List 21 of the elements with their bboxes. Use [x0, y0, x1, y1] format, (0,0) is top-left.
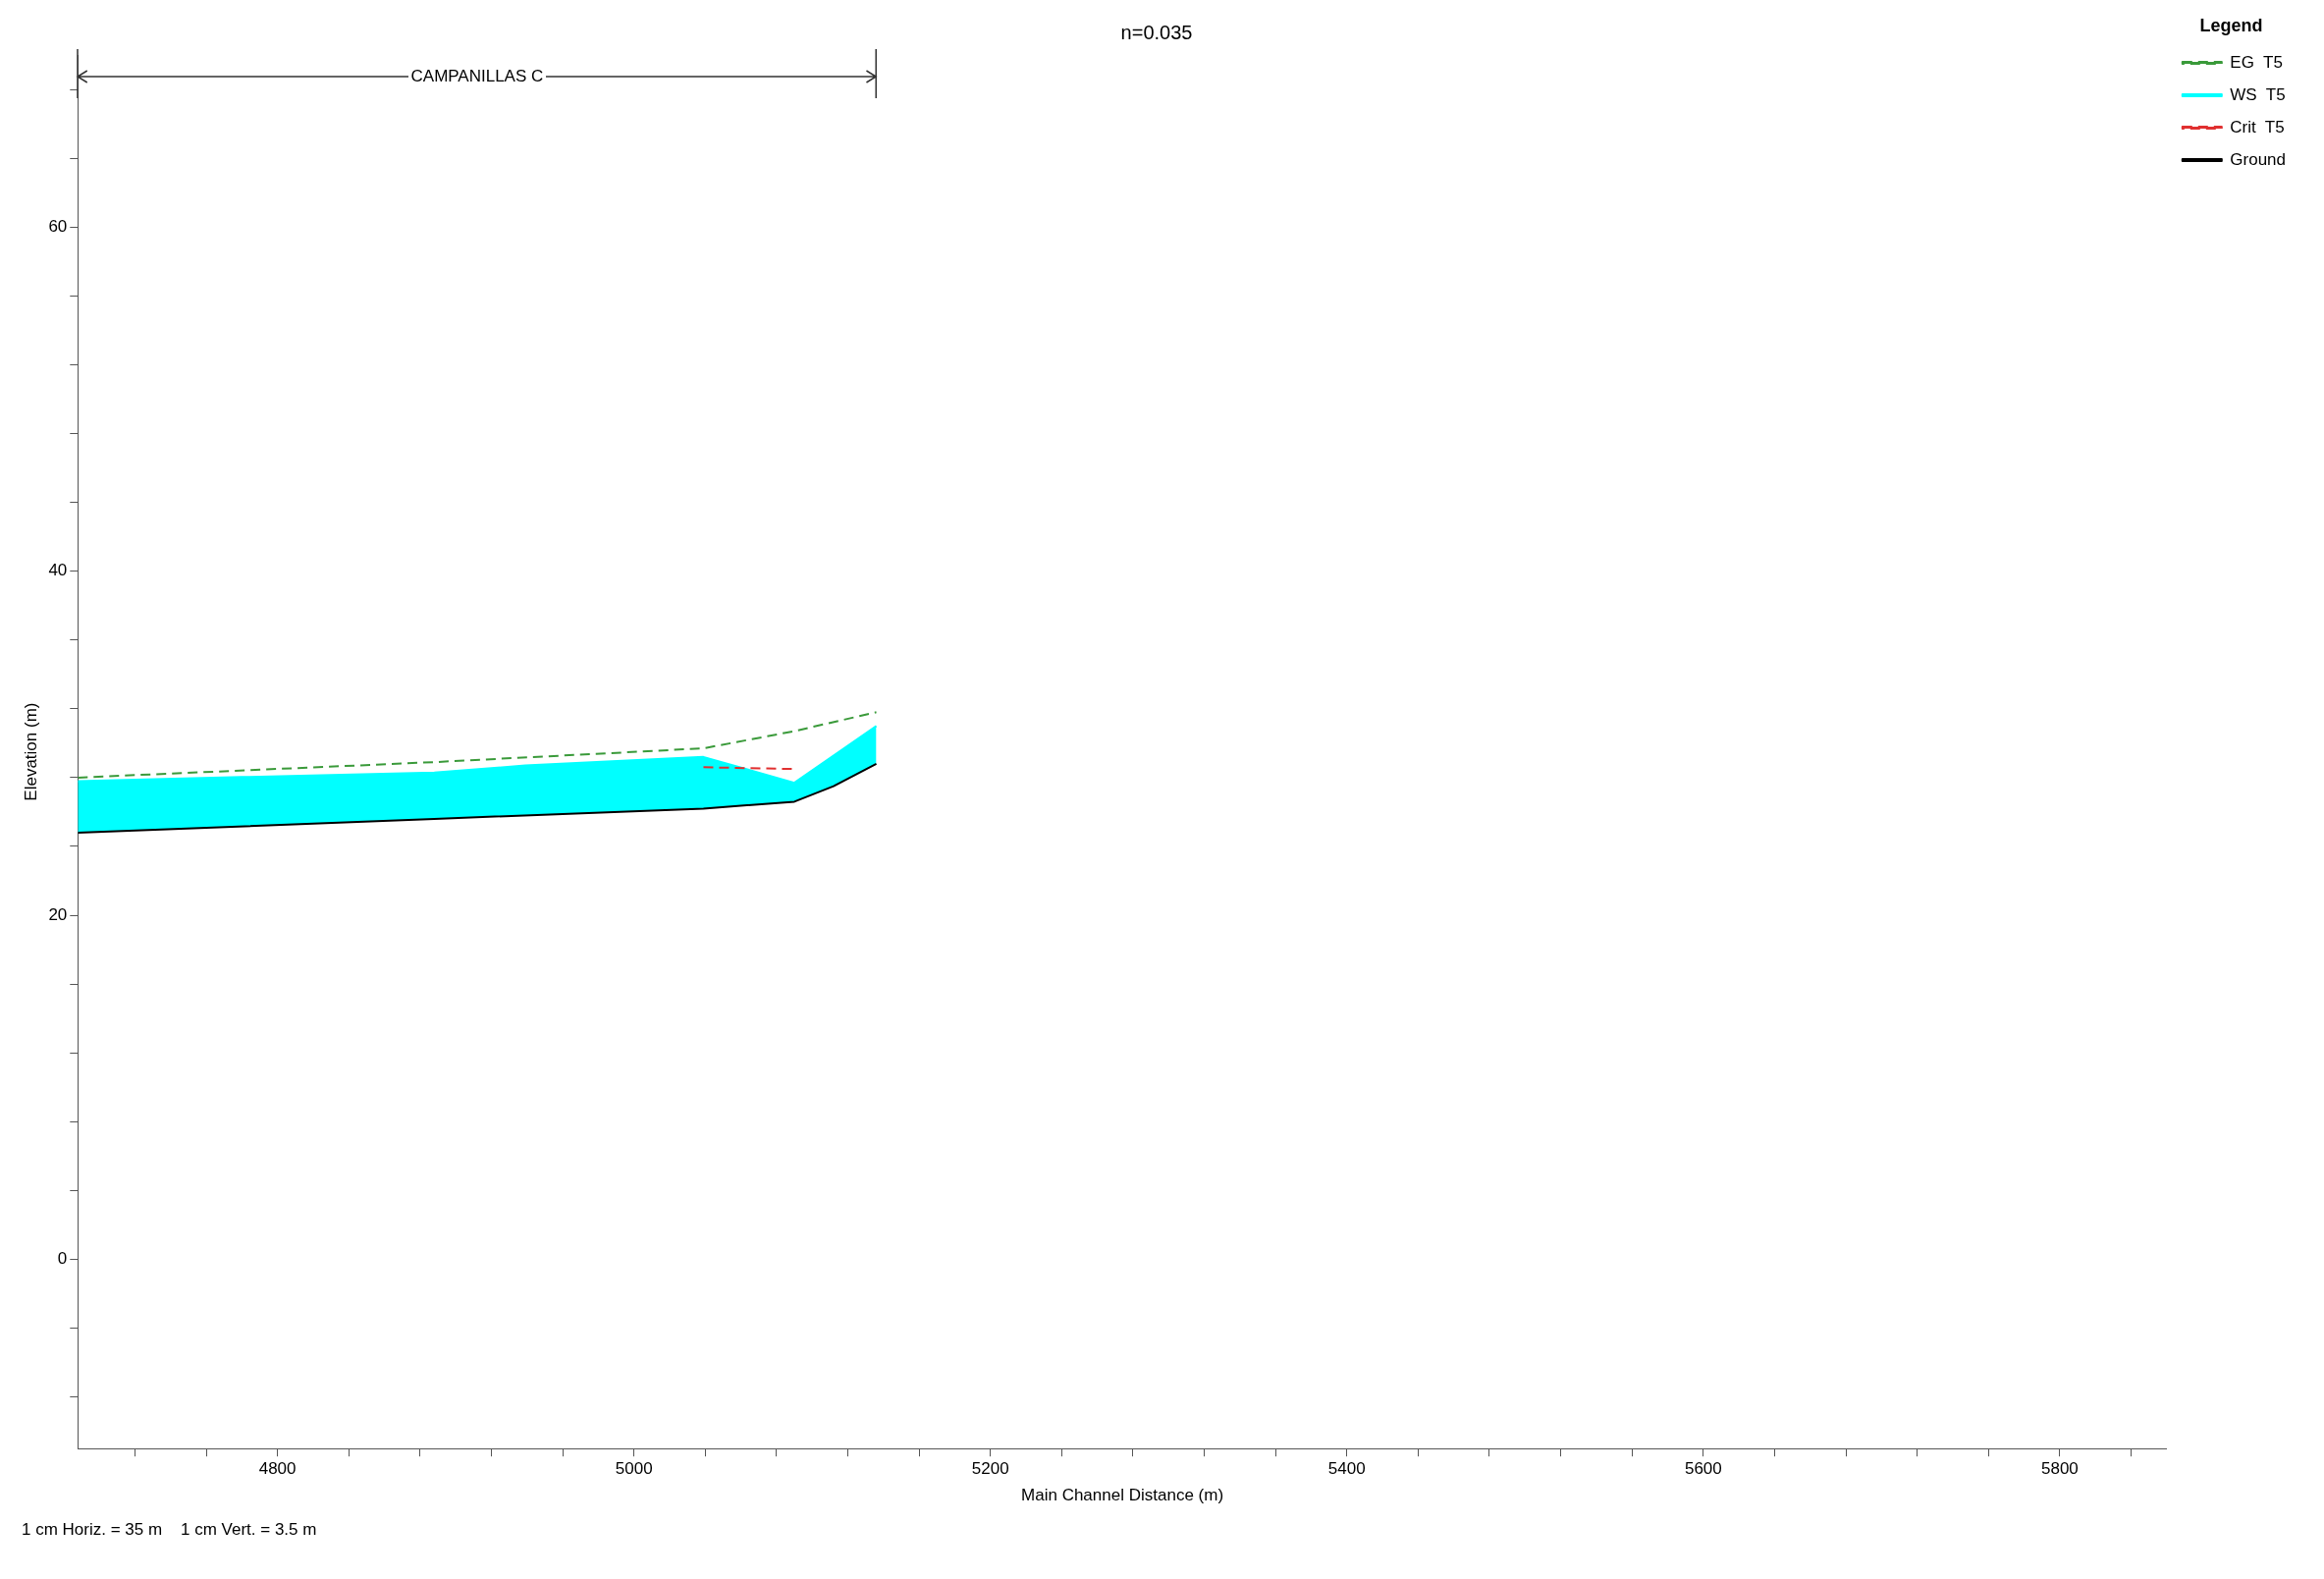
x-tick-label: 5600: [1684, 1459, 1722, 1479]
x-tick-label: 5800: [2040, 1459, 2079, 1479]
legend-label: WS T5: [2230, 84, 2286, 104]
legend-label: Ground: [2230, 149, 2286, 169]
legend-label: Crit T5: [2230, 117, 2285, 136]
y-tick-label: 20: [48, 904, 68, 924]
annotation: CAMPANILLAS C: [407, 67, 547, 85]
y-tick-label: 40: [48, 561, 68, 580]
x-tick-label: 5400: [1327, 1459, 1366, 1479]
y-tick-label: 0: [57, 1249, 68, 1269]
text: 1 cm Horiz. = 35 m 1 cm Vert. = 3.5 m: [22, 1520, 318, 1540]
line-series: [78, 711, 878, 779]
y-tick-label: 60: [48, 216, 68, 236]
legend-label: EG T5: [2230, 52, 2283, 72]
x-tick-label: 5000: [615, 1459, 653, 1479]
x-tick-label: 5200: [971, 1459, 1009, 1479]
x-axis-title: Main Channel Distance (m): [1021, 1486, 1224, 1505]
y-axis-title: Elevation (m): [21, 702, 40, 801]
legend-title: Legend: [2199, 15, 2263, 35]
chart-title: n=0.035: [1120, 21, 1193, 43]
x-tick-label: 4800: [258, 1459, 297, 1479]
